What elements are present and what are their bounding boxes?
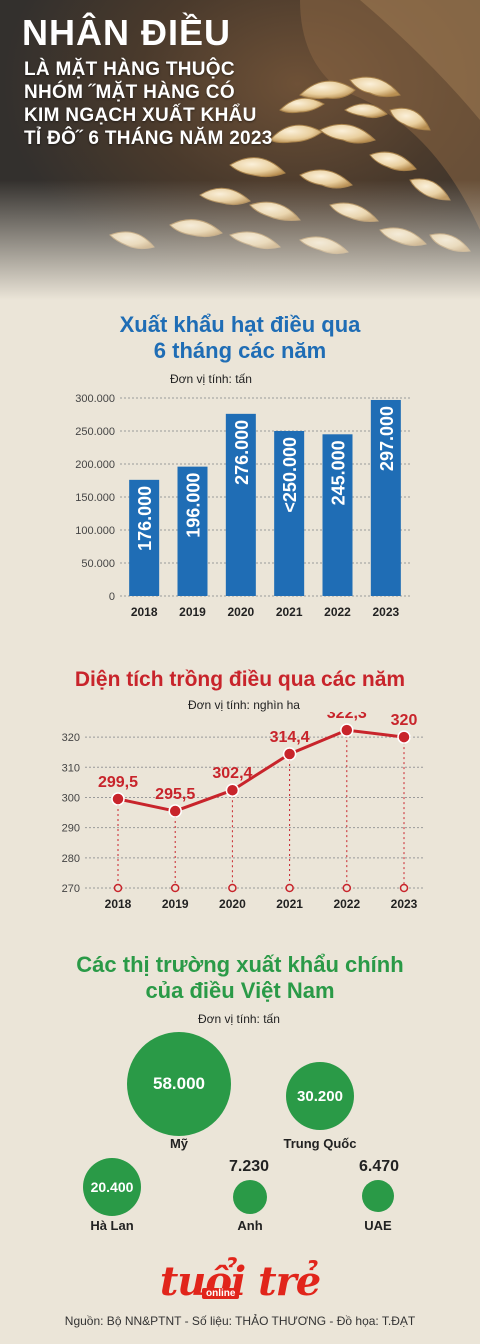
bar-value-label: <250.000 (280, 437, 300, 513)
market-value: 58.000 (153, 1074, 205, 1093)
y-tick-label: 270 (62, 883, 80, 895)
bar (129, 479, 160, 596)
y-tick-label: 280 (62, 853, 80, 865)
subtitle-line: TỈ ĐÔ˝ 6 THÁNG NĂM 2023 (24, 128, 273, 149)
y-tick-label: 250.000 (75, 426, 115, 438)
subtitle-line: NHÓM ˝MẶT HÀNG CÓ (24, 82, 235, 103)
data-label: 302,4 (212, 765, 252, 782)
data-label: 314,4 (270, 729, 310, 746)
bar (274, 431, 305, 596)
hero-banner: NHÂN ĐIỀU LÀ MẶT HÀNG THUỘC NHÓM ˝MẶT HÀ… (0, 0, 480, 300)
export-chart-title-line: Xuất khẩu hạt điều qua (119, 312, 361, 337)
page-title: NHÂN ĐIỀU (22, 12, 232, 53)
bar-value-label: 276.000 (232, 420, 252, 485)
export-chart-title-line: 6 tháng các năm (153, 338, 327, 363)
bar (322, 434, 353, 596)
source-credit: Nguồn: Bộ NN&PTNT - Số liệu: THẢO THƯƠNG… (64, 1314, 416, 1328)
x-tick-label: 2022 (324, 605, 351, 619)
bar (370, 399, 401, 596)
x-tick-label: 2021 (276, 897, 303, 911)
bar-value-label: 176.000 (135, 486, 155, 551)
x-tick-label: 2019 (179, 605, 206, 619)
market-bubble-trung-quoc: 30.200 (286, 1062, 354, 1130)
markets-title: Các thị trường xuất khẩu chính của điều … (0, 952, 480, 1004)
markets-title-line: Các thị trường xuất khẩu chính (76, 952, 404, 977)
x-tick-label: 2018 (105, 897, 132, 911)
base-marker (399, 883, 409, 893)
x-tick-label: 2020 (227, 605, 254, 619)
data-point (340, 723, 354, 737)
y-tick-label: 290 (62, 823, 80, 835)
market-bubble-uae (362, 1180, 394, 1212)
y-tick-label: 300 (62, 792, 80, 804)
market-label: Trung Quốc (283, 1136, 357, 1151)
base-marker (113, 883, 123, 893)
x-tick-label: 2018 (131, 605, 158, 619)
x-tick-label: 2019 (162, 897, 189, 911)
data-point (111, 792, 125, 806)
export-unit-note: Đơn vị tính: tấn (170, 372, 252, 386)
data-point (168, 804, 182, 818)
bar (177, 466, 208, 596)
x-tick-label: 2023 (372, 605, 399, 619)
market-value: 6.470 (358, 1158, 400, 1175)
tuoi-tre-logo: tuổi trẻ online (0, 1258, 480, 1305)
export-chart-title: Xuất khẩu hạt điều qua 6 tháng các năm (0, 312, 480, 364)
data-label: 322,3 (327, 712, 367, 722)
market-bubble-ha-lan: 20.400 (83, 1158, 141, 1216)
market-label: Hà Lan (90, 1218, 134, 1233)
x-tick-label: 2022 (333, 897, 360, 911)
market-label: UAE (364, 1218, 392, 1233)
logo-online-badge: online (202, 1288, 240, 1299)
page-subtitle: LÀ MẶT HÀNG THUỘC NHÓM ˝MẶT HÀNG CÓ KIM … (24, 58, 324, 150)
data-label: 295,5 (155, 786, 195, 803)
export-bar-chart: 0 50.000 100.000 150.000 200.000 250.000 300.0… (75, 393, 410, 619)
market-label: Mỹ (169, 1136, 189, 1151)
market-bubble-my: 58.000 (127, 1032, 231, 1136)
area-chart-title: Diện tích trồng điều qua các năm (74, 668, 406, 691)
bar (225, 413, 256, 596)
x-tick-label: 2021 (276, 605, 303, 619)
logo-text: tuổi trẻ (159, 1258, 321, 1305)
market-bubble-anh (233, 1180, 267, 1214)
y-tick-label: 150.000 (75, 492, 115, 504)
base-marker (228, 883, 237, 893)
subtitle-line: KIM NGẠCH XUẤT KHẨU (24, 105, 257, 126)
bar-value-label: 196.000 (184, 473, 204, 538)
data-point (397, 730, 411, 744)
data-point (282, 747, 297, 761)
market-value: 20.400 (90, 1179, 134, 1195)
data-label: 299,5 (98, 774, 138, 791)
area-line-chart: 270 280 290 300 310 320 299,5 2018 295,5 2019 302,… (62, 712, 425, 911)
base-marker (342, 883, 352, 893)
market-label: Anh (237, 1218, 263, 1233)
base-marker (170, 883, 180, 893)
y-tick-label: 320 (62, 732, 80, 744)
series-line (117, 728, 405, 813)
markets-title-line: của điều Việt Nam (145, 978, 335, 1003)
x-tick-label: 2020 (219, 897, 246, 911)
hero-fade (0, 180, 480, 300)
data-point (225, 783, 240, 797)
area-unit-note: Đơn vị tính: nghìn ha (188, 698, 300, 712)
y-tick-label: 200.000 (75, 459, 115, 471)
base-marker (285, 883, 294, 893)
market-value: 30.200 (297, 1087, 343, 1105)
y-tick-label: 50.000 (81, 558, 115, 570)
y-tick-label: 100.000 (75, 525, 115, 537)
bar-value-label: 245.000 (329, 440, 349, 505)
y-tick-label: 310 (62, 762, 80, 774)
markets-unit-note: Đơn vị tính: tấn (198, 1012, 280, 1026)
market-value: 7.230 (228, 1158, 270, 1175)
y-tick-label: 300.000 (75, 393, 115, 405)
data-label: 320 (391, 712, 418, 729)
bar-value-label: 297.000 (377, 406, 397, 471)
y-tick-label: 0 (109, 591, 115, 603)
x-tick-label: 2023 (391, 897, 418, 911)
subtitle-line: LÀ MẶT HÀNG THUỘC (24, 59, 235, 80)
